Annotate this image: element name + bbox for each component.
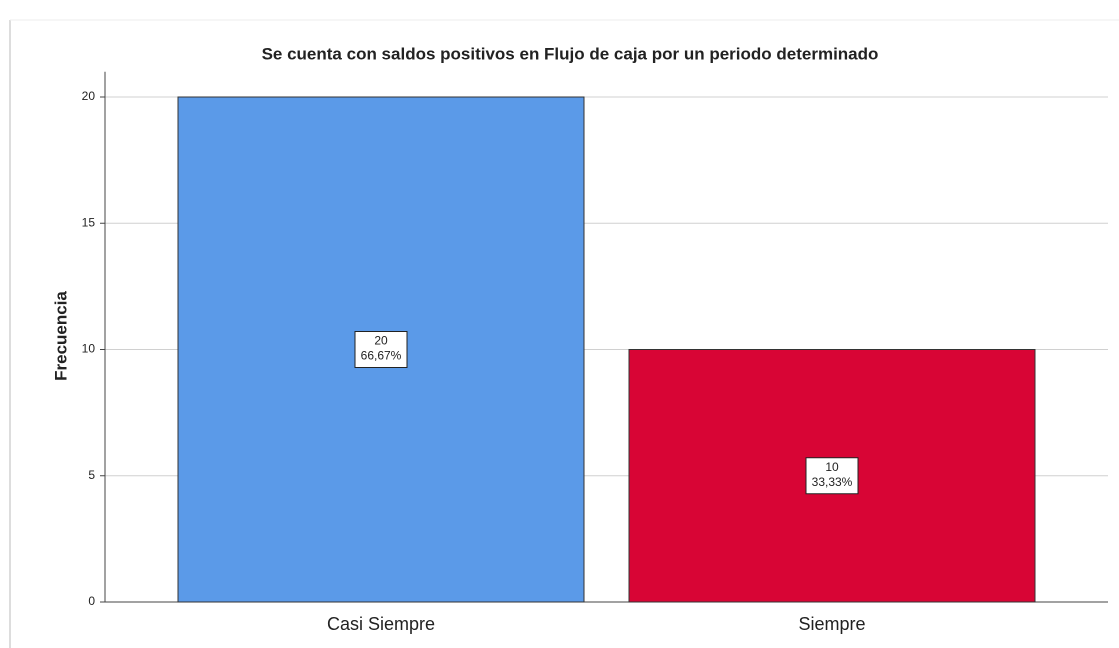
data-label: 20	[374, 334, 388, 348]
percent-label: 33,33%	[812, 475, 853, 489]
y-tick-label: 5	[88, 468, 95, 482]
y-tick-label: 10	[82, 342, 96, 356]
y-tick-label: 15	[82, 215, 96, 229]
x-tick-label: Casi Siempre	[327, 614, 435, 634]
x-tick-label: Siempre	[798, 614, 865, 634]
data-label: 10	[825, 460, 839, 474]
y-axis-label: Frecuencia	[51, 291, 70, 381]
y-tick-label: 0	[88, 594, 95, 608]
data-label-box	[354, 331, 408, 368]
y-tick-label: 20	[82, 89, 96, 103]
chart-title: Se cuenta con saldos positivos en Flujo …	[262, 44, 879, 63]
percent-label: 66,67%	[361, 349, 402, 363]
data-label-box	[805, 457, 859, 495]
